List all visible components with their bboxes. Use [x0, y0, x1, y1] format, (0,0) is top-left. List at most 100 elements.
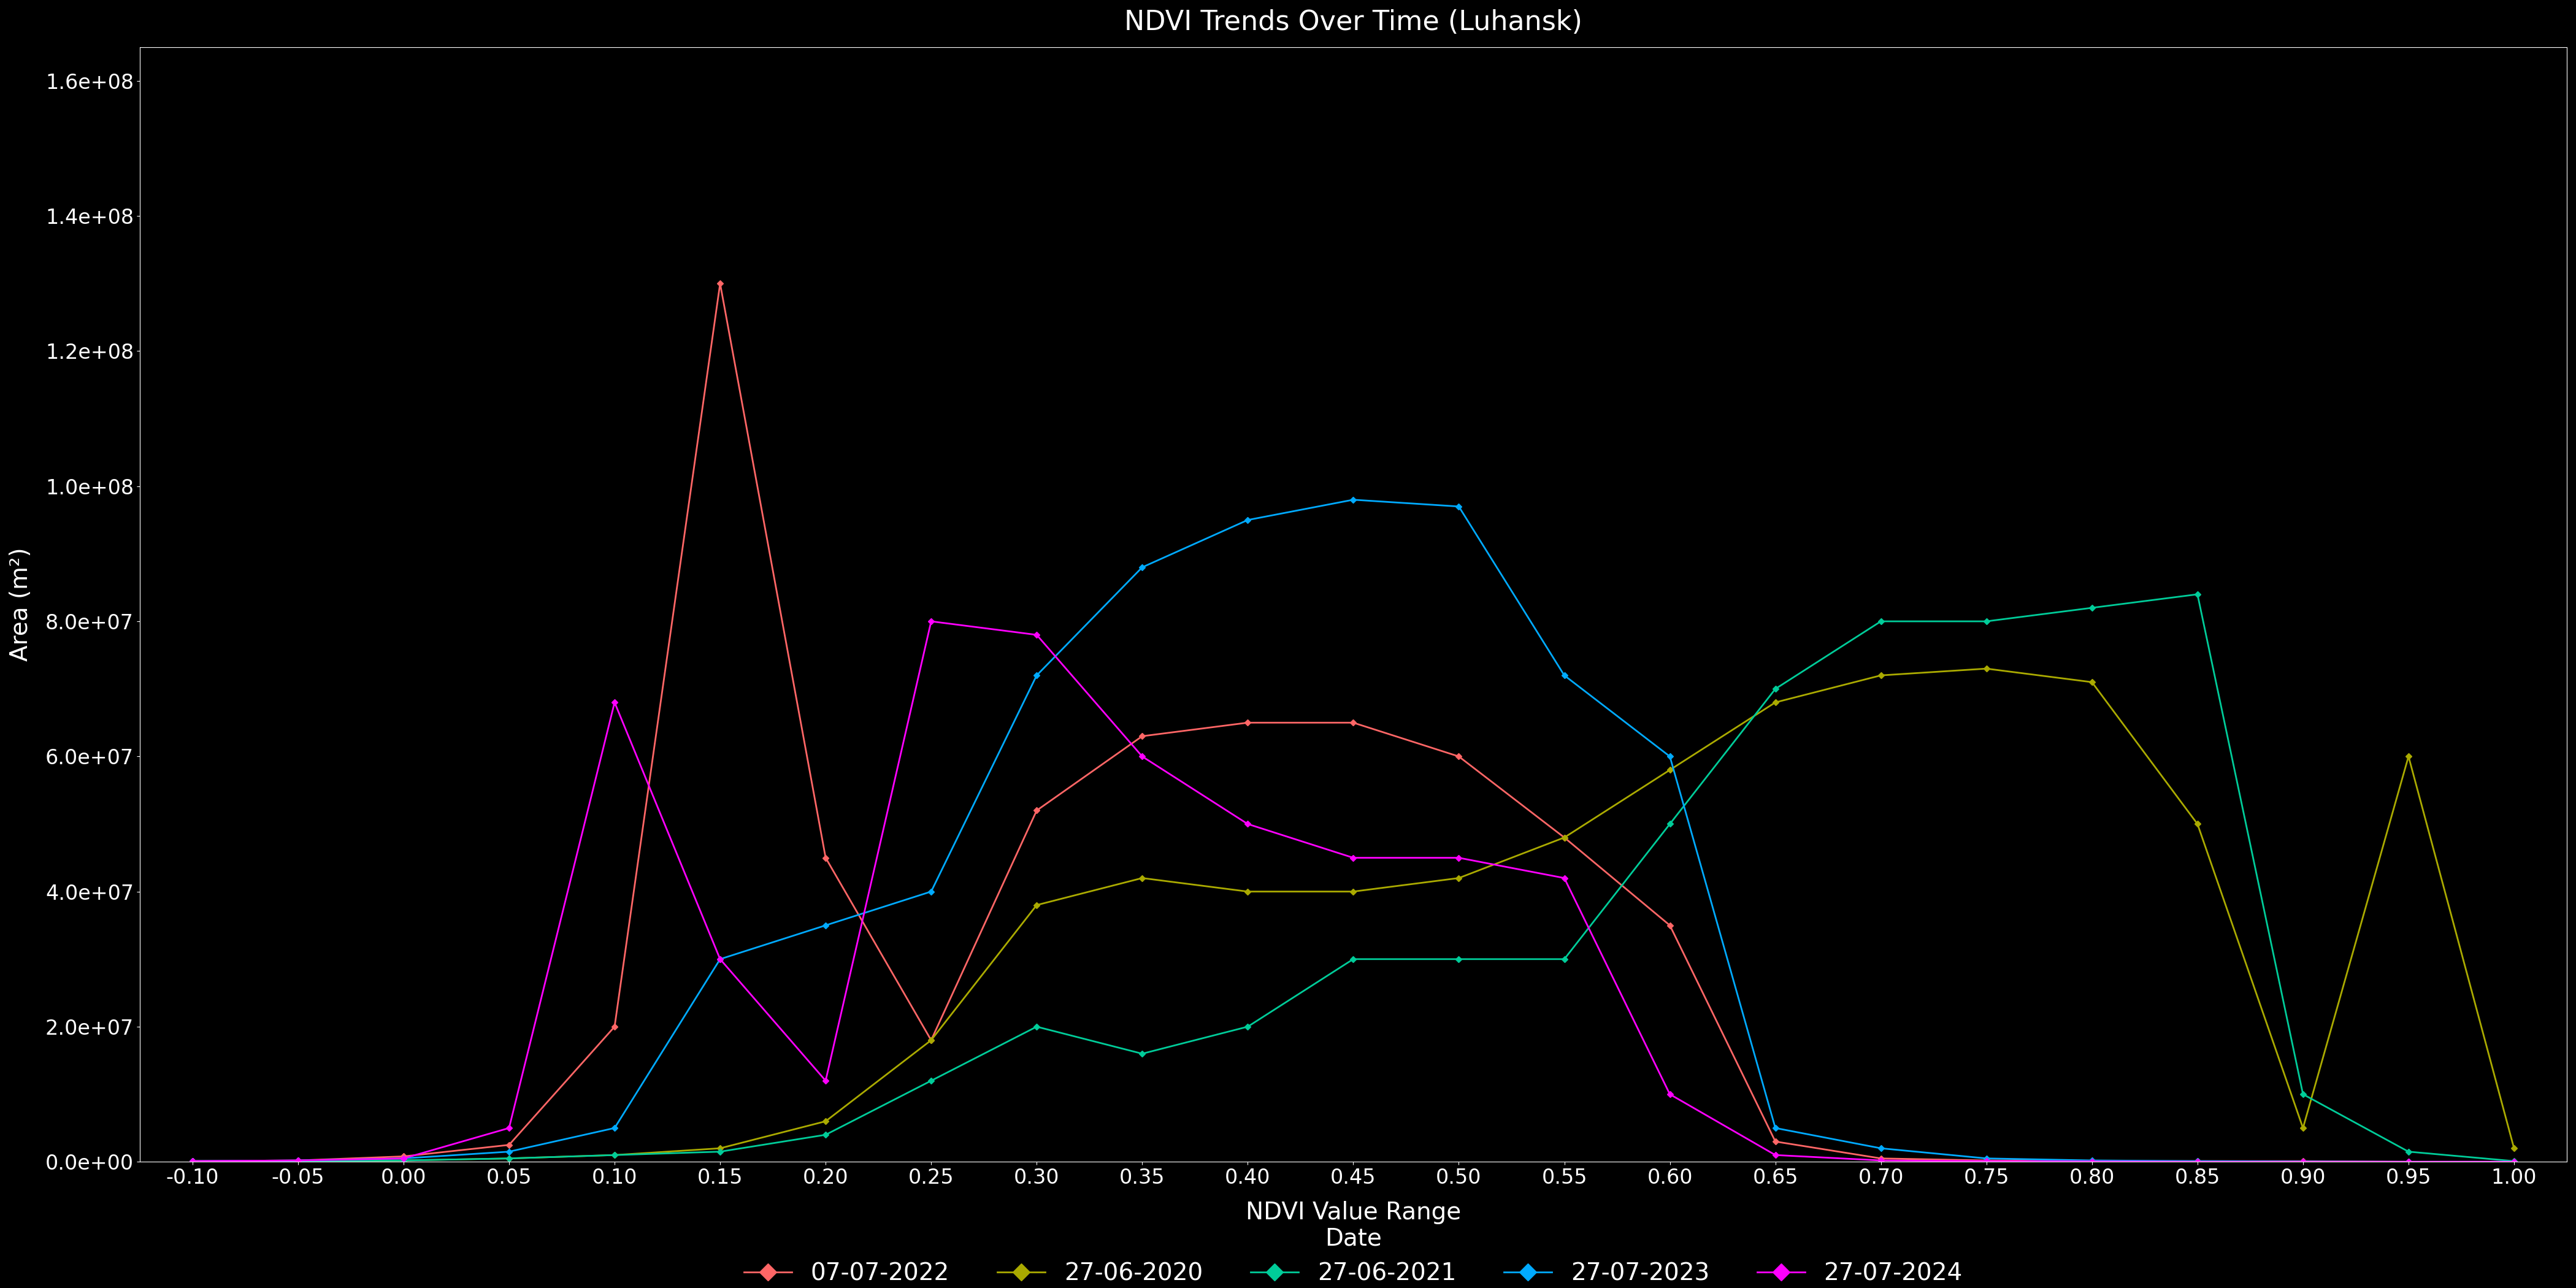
27-07-2024 [178, 1153, 209, 1168]
27-06-2020 [178, 1153, 209, 1168]
07-07-2022 [1548, 829, 1579, 845]
27-07-2024 [2076, 1154, 2107, 1170]
07-07-2022 [1126, 729, 1157, 744]
07-07-2022 [1971, 1153, 2002, 1168]
27-07-2024 [1654, 1087, 1685, 1103]
27-07-2023 [2287, 1154, 2318, 1170]
27-06-2020 [1865, 667, 1896, 683]
27-06-2021 [1548, 952, 1579, 967]
27-07-2024 [706, 952, 737, 967]
07-07-2022 [2393, 1154, 2424, 1170]
27-06-2021 [495, 1150, 526, 1166]
27-07-2024 [1548, 871, 1579, 886]
27-06-2021 [1654, 817, 1685, 832]
27-06-2021 [1337, 952, 1368, 967]
X-axis label: NDVI Value Range: NDVI Value Range [1247, 1200, 1461, 1224]
27-07-2023 [2076, 1153, 2107, 1168]
27-07-2023 [1971, 1150, 2002, 1166]
27-06-2020 [1126, 871, 1157, 886]
27-07-2024 [2182, 1154, 2213, 1170]
Line: 27-06-2020: 27-06-2020 [191, 666, 2517, 1163]
27-06-2021 [914, 1073, 945, 1088]
07-07-2022 [914, 1033, 945, 1048]
27-07-2023 [1548, 667, 1579, 683]
27-07-2023 [1231, 513, 1262, 528]
27-06-2021 [2499, 1153, 2530, 1168]
07-07-2022 [811, 850, 842, 866]
27-06-2021 [1020, 1019, 1051, 1034]
27-06-2020 [283, 1153, 314, 1168]
27-06-2021 [706, 1144, 737, 1159]
Title: NDVI Trends Over Time (Luhansk): NDVI Trends Over Time (Luhansk) [1123, 9, 1582, 36]
27-06-2021 [2287, 1087, 2318, 1103]
27-07-2023 [178, 1153, 209, 1168]
27-06-2020 [1759, 694, 1790, 710]
27-07-2023 [2393, 1154, 2424, 1170]
27-06-2020 [600, 1148, 631, 1163]
27-07-2023 [811, 917, 842, 933]
27-07-2024 [495, 1121, 526, 1136]
07-07-2022 [1654, 917, 1685, 933]
07-07-2022 [1020, 802, 1051, 818]
27-07-2023 [1020, 667, 1051, 683]
Line: 27-07-2023: 27-07-2023 [191, 497, 2517, 1164]
27-07-2024 [2393, 1154, 2424, 1170]
27-07-2024 [914, 613, 945, 629]
27-07-2023 [495, 1144, 526, 1159]
07-07-2022 [1759, 1133, 1790, 1149]
27-06-2020 [1020, 898, 1051, 913]
27-06-2021 [1865, 613, 1896, 629]
27-06-2020 [2076, 675, 2107, 690]
27-06-2021 [178, 1153, 209, 1168]
27-07-2024 [1865, 1153, 1896, 1168]
Line: 07-07-2022: 07-07-2022 [191, 281, 2517, 1164]
07-07-2022 [2287, 1153, 2318, 1168]
27-07-2023 [600, 1121, 631, 1136]
07-07-2022 [2499, 1154, 2530, 1170]
27-07-2024 [1759, 1148, 1790, 1163]
27-06-2020 [2287, 1121, 2318, 1136]
27-07-2024 [1337, 850, 1368, 866]
07-07-2022 [178, 1153, 209, 1168]
Legend: 07-07-2022, 27-06-2020, 27-06-2021, 27-07-2023, 27-07-2024: 07-07-2022, 27-06-2020, 27-06-2021, 27-0… [734, 1217, 1973, 1288]
27-07-2023 [1443, 498, 1473, 514]
27-06-2021 [283, 1153, 314, 1168]
27-07-2023 [1654, 748, 1685, 764]
27-06-2021 [2076, 600, 2107, 616]
27-06-2020 [495, 1150, 526, 1166]
07-07-2022 [1337, 715, 1368, 730]
27-07-2024 [811, 1073, 842, 1088]
27-07-2023 [1865, 1141, 1896, 1157]
27-06-2020 [914, 1033, 945, 1048]
27-06-2021 [389, 1153, 420, 1168]
27-07-2024 [1126, 748, 1157, 764]
27-06-2020 [811, 1114, 842, 1130]
07-07-2022 [495, 1137, 526, 1153]
27-07-2024 [389, 1150, 420, 1166]
27-06-2020 [1654, 762, 1685, 778]
27-06-2021 [600, 1148, 631, 1163]
07-07-2022 [283, 1153, 314, 1168]
27-06-2021 [2393, 1144, 2424, 1159]
27-07-2023 [914, 884, 945, 899]
27-07-2023 [1759, 1121, 1790, 1136]
27-06-2021 [1126, 1046, 1157, 1061]
27-06-2020 [2393, 748, 2424, 764]
27-06-2021 [1971, 613, 2002, 629]
27-07-2024 [1443, 850, 1473, 866]
27-06-2020 [1337, 884, 1368, 899]
07-07-2022 [389, 1149, 420, 1164]
07-07-2022 [1865, 1150, 1896, 1166]
07-07-2022 [2182, 1153, 2213, 1168]
27-06-2020 [1548, 829, 1579, 845]
27-07-2023 [1126, 559, 1157, 574]
27-07-2023 [1337, 492, 1368, 507]
27-06-2020 [706, 1141, 737, 1157]
27-07-2023 [389, 1150, 420, 1166]
07-07-2022 [1443, 748, 1473, 764]
27-07-2024 [1971, 1153, 2002, 1168]
27-07-2023 [283, 1153, 314, 1168]
27-07-2024 [600, 694, 631, 710]
27-06-2021 [1231, 1019, 1262, 1034]
27-07-2024 [1020, 627, 1051, 643]
